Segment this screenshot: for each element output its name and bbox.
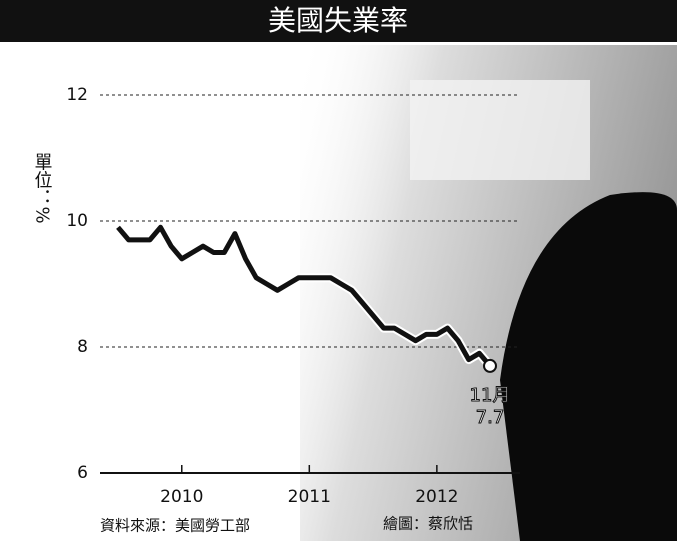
- annotation: 11月: [470, 385, 511, 406]
- end-point: [483, 358, 497, 373]
- chart-title: 美國失業率: [268, 4, 408, 37]
- line: [116, 224, 492, 368]
- y-tick-label: 10: [66, 211, 88, 231]
- x-tick-label: 2011: [288, 487, 331, 507]
- photo-sign: [410, 80, 590, 180]
- y-axis-label: 單位：%: [32, 152, 53, 223]
- x-tick-label: 2010: [160, 487, 203, 507]
- value-label: 7.7: [476, 407, 505, 428]
- y-tick-label: 6: [77, 463, 88, 483]
- y-tick-label: 8: [77, 337, 88, 357]
- credit: 繪圖：蔡欣恬: [383, 515, 473, 533]
- title-bar: [0, 0, 677, 42]
- y-tick-label: 12: [66, 85, 88, 105]
- x-tick-label: 2012: [415, 487, 458, 507]
- photo-figure: [500, 192, 677, 541]
- source: 資料來源：美國勞工部: [100, 517, 250, 535]
